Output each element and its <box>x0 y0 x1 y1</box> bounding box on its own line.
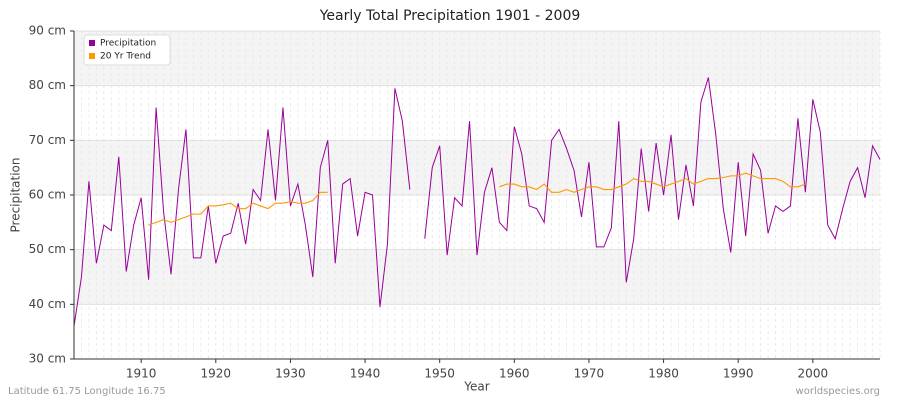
y-tick-label: 30 cm <box>29 352 66 366</box>
x-tick-label: 1920 <box>201 367 232 381</box>
chart-title: Yearly Total Precipitation 1901 - 2009 <box>319 8 581 24</box>
grid-band <box>74 31 880 86</box>
y-tick-label: 60 cm <box>29 188 66 202</box>
y-axis-title: Precipitation <box>9 157 23 232</box>
series-line <box>73 77 881 327</box>
grid-band <box>74 140 880 195</box>
y-tick-label: 90 cm <box>29 24 66 38</box>
x-tick-label: 1970 <box>574 367 605 381</box>
legend-label: 20 Yr Trend <box>100 52 151 62</box>
x-tick-label: 1910 <box>126 367 157 381</box>
y-tick-label: 40 cm <box>29 297 66 311</box>
x-tick-label: 2000 <box>798 367 829 381</box>
x-tick-label: 1980 <box>648 367 679 381</box>
footer-right: worldspecies.org <box>796 386 880 397</box>
x-tick-label: 1930 <box>275 367 306 381</box>
legend-box <box>83 34 171 66</box>
x-tick-label: 1940 <box>350 367 381 381</box>
y-tick-label: 80 cm <box>29 78 66 92</box>
x-tick-label: 1960 <box>499 367 530 381</box>
y-tick-label: 50 cm <box>29 242 66 256</box>
x-axis-title: Year <box>463 380 489 394</box>
legend-swatch <box>89 40 95 46</box>
legend-label: Precipitation <box>100 39 156 49</box>
footer-left: Latitude 61.75 Longitude 16.75 <box>8 386 166 397</box>
legend-swatch <box>89 53 95 59</box>
x-tick-label: 1950 <box>424 367 455 381</box>
series-line <box>148 172 806 226</box>
legend: Precipitation 20 Yr Trend <box>83 34 171 66</box>
y-tick-label: 70 cm <box>29 133 66 147</box>
x-tick-label: 1990 <box>723 367 754 381</box>
